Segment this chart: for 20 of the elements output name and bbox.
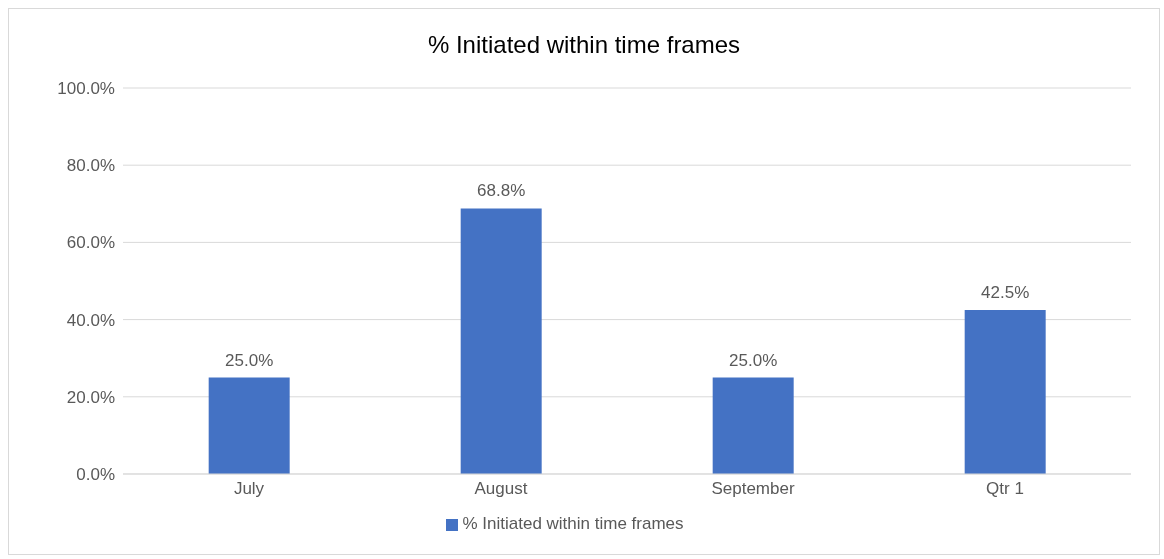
legend-label: % Initiated within time frames [462, 514, 684, 533]
x-tick-label: September [711, 479, 795, 499]
chart-title: % Initiated within time frames [426, 31, 742, 59]
bar [712, 377, 794, 474]
x-tick-label: Qtr 1 [986, 479, 1024, 499]
bar [208, 377, 290, 474]
y-tick-label: 20.0% [66, 387, 115, 407]
bar [460, 208, 542, 474]
y-tick-label: 40.0% [66, 310, 115, 330]
data-label: 25.0% [225, 350, 274, 370]
y-tick-label: 100.0% [57, 79, 115, 99]
bar [964, 309, 1046, 474]
x-tick-label: July [233, 479, 265, 499]
y-tick-label: 0.0% [76, 465, 115, 485]
data-label: 25.0% [729, 350, 778, 370]
y-tick-label: 80.0% [66, 156, 115, 176]
data-label: 68.8% [477, 181, 526, 201]
data-label: 42.5% [981, 282, 1030, 302]
x-tick-label: August [474, 479, 528, 499]
y-tick-label: 60.0% [66, 233, 115, 253]
